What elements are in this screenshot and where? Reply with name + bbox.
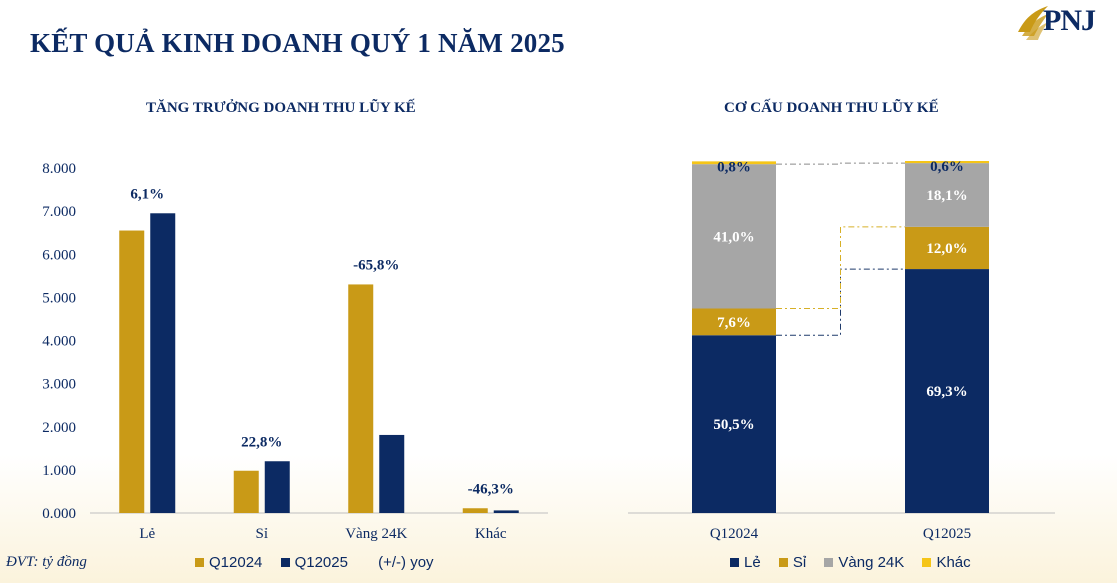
right-chart-legend: Lẻ Sỉ Vàng 24K Khác xyxy=(730,554,985,571)
revenue-structure-chart: 50,5% 7,6% 41,0% 0,8% Q12024 69,3% 12,0% 18,1% 0… xyxy=(628,159,1055,542)
legend-label: (+/-) yoy xyxy=(378,554,434,571)
right-chart-title: CƠ CẤU DOANH THU LŨY KẾ xyxy=(724,100,939,116)
legend-swatch xyxy=(195,558,204,567)
legend-item: Vàng 24K xyxy=(824,554,904,571)
segment-label: 0,8% xyxy=(717,159,751,175)
left-chart-title: TĂNG TRƯỞNG DOANH THU LŨY KẾ xyxy=(146,100,416,116)
y-tick-label: 5.000 xyxy=(42,290,76,306)
legend-item: Sỉ xyxy=(778,554,807,571)
bar-q12024-2 xyxy=(348,284,374,513)
legend-item: Khác xyxy=(922,554,971,571)
legend-label: Lẻ xyxy=(744,554,761,571)
unit-note: ĐVT: tỷ đồng xyxy=(6,554,87,570)
left-chart-legend: Q12024 Q12025 (+/-) yoy xyxy=(195,554,448,571)
legend-item: (+/-) yoy xyxy=(378,554,433,571)
yoy-label: 6,1% xyxy=(130,186,164,202)
connector-line xyxy=(776,162,905,165)
y-tick-label: 2.000 xyxy=(42,420,76,436)
legend-label: Khác xyxy=(936,554,971,571)
legend-swatch xyxy=(730,558,739,567)
bar-q12025-1 xyxy=(264,461,290,513)
segment-label: 7,6% xyxy=(717,315,751,331)
revenue-growth-chart: 0.000 1.000 2.000 3.000 4.000 5.000 6.000 7.000… xyxy=(42,161,548,542)
y-tick-label: 8.000 xyxy=(42,161,76,177)
yoy-label: -46,3% xyxy=(468,481,514,497)
bar-q12024-1 xyxy=(233,470,259,513)
segment-label: 12,0% xyxy=(926,241,967,257)
y-tick-label: 4.000 xyxy=(42,334,76,350)
segment-0-0 xyxy=(692,335,776,513)
bar-q12025-0 xyxy=(150,213,176,513)
legend-label: Q12025 xyxy=(294,554,348,571)
bar-q12025-2 xyxy=(379,434,405,513)
x-category-label: Khác xyxy=(475,526,507,542)
segment-1-0 xyxy=(692,308,776,336)
x-category-label: Sỉ xyxy=(255,526,268,542)
legend-label: Vàng 24K xyxy=(838,554,905,571)
bar-q12024-3 xyxy=(462,508,488,513)
legend-swatch xyxy=(280,558,290,567)
segment-label: 0,6% xyxy=(930,159,964,175)
y-tick-label: 3.000 xyxy=(42,377,76,393)
yoy-label: -65,8% xyxy=(353,257,399,273)
legend-label: Q12024 xyxy=(209,554,263,571)
legend-item: Q12025 xyxy=(280,554,348,571)
y-tick-label: 0.000 xyxy=(42,506,76,522)
segment-label: 41,0% xyxy=(713,229,754,245)
logo-text: PNJ xyxy=(1043,4,1096,37)
y-tick-label: 6.000 xyxy=(42,247,76,263)
x-category-label: Q12024 xyxy=(710,526,759,542)
segment-2-0 xyxy=(692,164,776,309)
x-category-label: Lẻ xyxy=(139,526,155,542)
legend-swatch xyxy=(922,558,932,567)
bar-q12024-0 xyxy=(119,230,145,513)
legend-swatch xyxy=(778,558,788,567)
segment-0-1 xyxy=(905,269,989,513)
segment-2-1 xyxy=(905,163,989,227)
legend-item: Q12024 xyxy=(195,554,262,571)
legend-item: Lẻ xyxy=(730,554,761,571)
legend-label: Sỉ xyxy=(792,554,807,571)
page-title: KẾT QUẢ KINH DOANH QUÝ 1 NĂM 2025 xyxy=(30,28,565,58)
x-category-label: Vàng 24K xyxy=(345,526,407,542)
yoy-label: 22,8% xyxy=(241,434,282,450)
y-tick-label: 7.000 xyxy=(42,204,76,220)
segment-label: 69,3% xyxy=(926,384,967,400)
pnj-logo-icon xyxy=(1018,6,1048,40)
segment-label: 18,1% xyxy=(926,188,967,204)
y-tick-label: 1.000 xyxy=(42,463,76,479)
segment-3-0 xyxy=(692,161,776,165)
legend-swatch xyxy=(824,558,834,567)
segment-3-1 xyxy=(905,161,989,164)
segment-1-1 xyxy=(905,226,989,270)
x-category-label: Q12025 xyxy=(923,526,971,542)
connector-line xyxy=(776,226,905,309)
bar-q12025-3 xyxy=(493,510,519,513)
segment-label: 50,5% xyxy=(713,417,754,433)
connector-line xyxy=(776,268,905,336)
